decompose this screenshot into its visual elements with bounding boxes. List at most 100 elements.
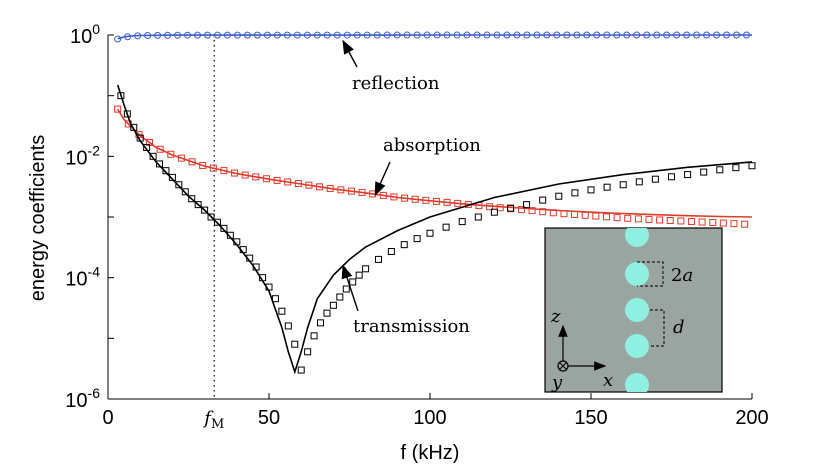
data-point <box>188 158 196 166</box>
data-point <box>713 31 721 39</box>
y-tick-base: 10 <box>70 26 92 48</box>
data-point <box>400 241 408 249</box>
data-point <box>528 207 536 215</box>
data-point <box>587 186 595 194</box>
data-point <box>252 173 260 181</box>
y-tick-label: 100 <box>70 21 100 48</box>
inset-scatterers <box>625 228 649 392</box>
data-point <box>603 31 611 39</box>
data-point <box>553 31 561 39</box>
data-point <box>743 31 751 39</box>
data-point <box>602 213 610 221</box>
data-point <box>539 196 547 204</box>
dimension-2a-bracket <box>637 261 664 287</box>
annotations: reflection absorption transmission <box>341 39 481 337</box>
data-point <box>533 31 541 39</box>
data-point <box>698 218 706 226</box>
data-point <box>433 31 441 39</box>
data-point <box>700 168 708 176</box>
data-point <box>634 215 642 223</box>
data-point <box>263 31 271 39</box>
data-point <box>593 31 601 39</box>
data-point <box>543 31 551 39</box>
data-point <box>603 183 611 191</box>
series-transmission <box>116 84 753 375</box>
data-point <box>383 31 391 39</box>
data-point <box>231 169 239 177</box>
fm-marker-line: fM <box>202 35 224 432</box>
data-point <box>223 31 231 39</box>
data-point <box>390 193 398 201</box>
data-point <box>490 208 498 216</box>
data-point <box>651 175 659 183</box>
data-point <box>523 31 531 39</box>
series-transmission-markers- <box>117 92 756 374</box>
data-point <box>592 212 600 220</box>
data-point <box>177 154 185 162</box>
data-point <box>362 265 370 273</box>
data-point <box>156 160 164 168</box>
data-point <box>463 31 471 39</box>
data-point <box>136 134 144 142</box>
data-point <box>209 164 217 172</box>
data-point <box>443 31 451 39</box>
data-point <box>243 31 251 39</box>
inset-z-label: z <box>550 306 561 327</box>
data-point <box>560 210 568 218</box>
data-point <box>124 33 132 41</box>
data-point <box>310 332 318 340</box>
data-point <box>303 31 311 39</box>
series-reflection-markers- <box>114 31 751 43</box>
data-point <box>549 209 557 217</box>
data-point <box>442 223 450 231</box>
x-tick-label: 100 <box>413 407 446 429</box>
data-point <box>458 218 466 226</box>
data-point <box>656 216 664 224</box>
data-point <box>666 216 674 224</box>
data-point <box>201 206 209 214</box>
annotation-reflection: reflection <box>352 73 440 94</box>
series-line <box>117 108 753 218</box>
data-point <box>422 196 430 204</box>
data-point <box>741 220 749 228</box>
data-point <box>353 31 361 39</box>
data-point <box>239 246 247 254</box>
dimension-2a-label: 2a <box>671 265 693 286</box>
data-point <box>343 31 351 39</box>
data-point <box>117 92 125 100</box>
data-point <box>454 199 462 207</box>
series-absorption-markers- <box>114 105 749 228</box>
data-point <box>130 123 138 131</box>
data-point <box>149 152 157 160</box>
x-tick-label: 150 <box>574 407 607 429</box>
data-point <box>162 167 170 175</box>
data-point <box>114 35 122 43</box>
scatterer <box>625 334 649 358</box>
data-point <box>323 309 331 317</box>
data-point <box>199 161 207 169</box>
data-point <box>304 348 312 356</box>
scatterer <box>625 262 649 286</box>
data-point <box>432 197 440 205</box>
dimension-d-label: d <box>673 317 685 338</box>
data-point <box>613 31 621 39</box>
y-tick-exponent: 0 <box>92 21 100 37</box>
data-point <box>123 110 131 118</box>
data-point <box>271 295 279 303</box>
data-point <box>730 220 738 228</box>
data-point <box>329 301 337 309</box>
data-point <box>284 322 292 330</box>
data-point <box>188 195 196 203</box>
data-point <box>337 186 345 194</box>
data-point <box>194 201 202 209</box>
data-point <box>555 192 563 200</box>
data-point <box>613 214 621 222</box>
data-point <box>683 31 691 39</box>
data-point <box>401 194 409 202</box>
data-point <box>571 210 579 218</box>
data-point <box>643 31 651 39</box>
data-point <box>273 31 281 39</box>
data-point <box>663 31 671 39</box>
fm-label: fM <box>202 408 224 432</box>
annotation-arrow <box>341 264 359 312</box>
